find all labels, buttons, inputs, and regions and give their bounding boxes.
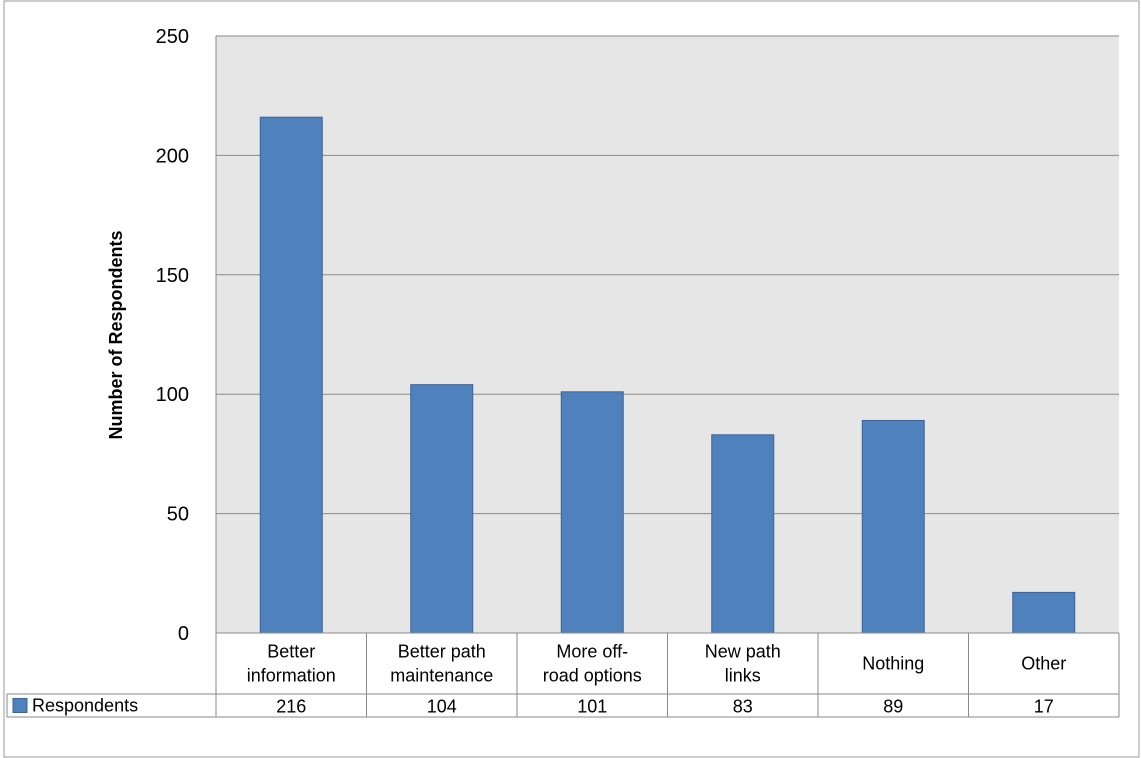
category-label: New path links: [705, 642, 781, 686]
category-label: More off-road options: [543, 642, 642, 686]
bar: [560, 391, 624, 634]
data-table-value: 89: [883, 697, 903, 717]
bars: [259, 116, 1076, 634]
legend-key: [12, 698, 28, 713]
bar: [861, 419, 925, 634]
data-table: Better information Better path maintenance M…: [6, 632, 1120, 718]
y-axis-ticks: 0 50 100 150 200 250: [156, 26, 189, 645]
bar: [711, 434, 775, 634]
data-table-value: 104: [427, 697, 457, 717]
category-label: Other: [1021, 654, 1066, 674]
y-tick-label: 250: [156, 26, 189, 48]
y-axis-label: Number of Respondents: [106, 230, 126, 439]
category-label: Better information: [247, 642, 336, 686]
y-tick-label: 50: [167, 504, 189, 526]
legend-label: Respondents: [32, 696, 138, 716]
category-label: Better path maintenance: [390, 642, 493, 686]
data-table-value: 216: [276, 697, 306, 717]
y-tick-label: 0: [178, 623, 189, 645]
y-tick-label: 100: [156, 384, 189, 406]
category-label: Nothing: [862, 654, 924, 674]
plot-area-background: [216, 36, 1119, 633]
bar: [410, 384, 474, 634]
data-table-value: 17: [1034, 697, 1054, 717]
bar: [1012, 591, 1076, 634]
data-table-value: 101: [577, 697, 607, 717]
data-table-value: 83: [733, 697, 753, 717]
y-tick-label: 200: [156, 145, 189, 167]
y-tick-label: 150: [156, 265, 189, 287]
bar: [259, 116, 323, 634]
